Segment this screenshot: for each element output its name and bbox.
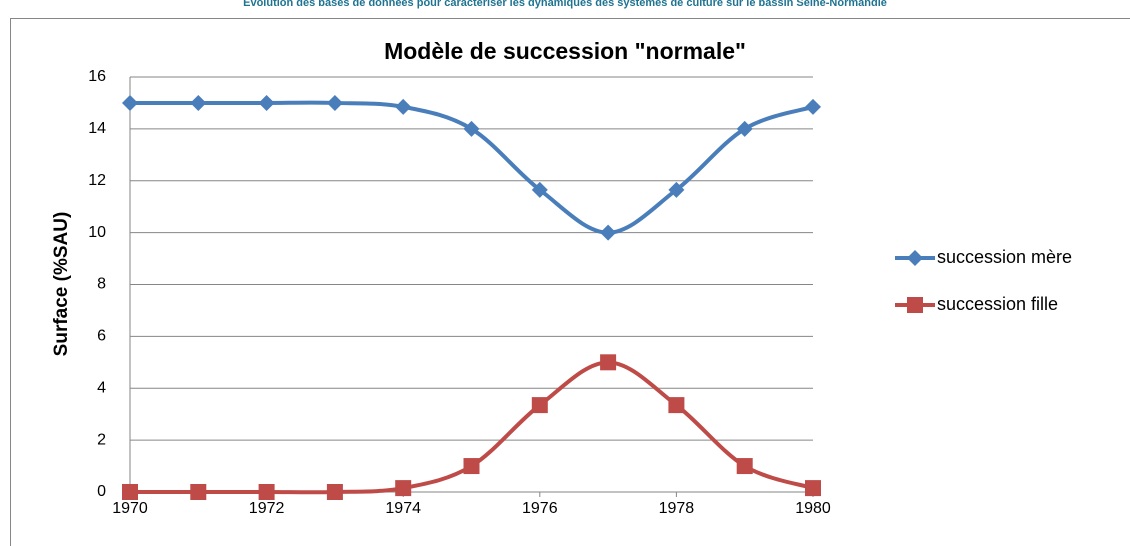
y-tick-label: 8: [97, 276, 106, 293]
data-point: [122, 484, 138, 500]
x-tick-label: 1980: [795, 500, 831, 517]
x-tick-label: 1970: [112, 500, 148, 517]
data-point: [531, 181, 548, 198]
chart-title: Modèle de succession "normale": [384, 38, 746, 64]
y-tick-label: 0: [97, 483, 106, 500]
data-point: [531, 397, 548, 414]
data-point: [600, 224, 617, 241]
y-tick-label: 12: [88, 172, 106, 189]
data-point: [395, 480, 412, 497]
data-point: [190, 94, 207, 111]
chart-frame: [10, 18, 1130, 546]
data-point: [805, 98, 821, 115]
y-tick-label: 14: [88, 120, 106, 137]
y-tick-label: 6: [97, 328, 106, 345]
data-point: [600, 354, 617, 371]
data-point: [190, 484, 207, 500]
x-tick-label: 1972: [249, 500, 285, 517]
y-tick-label: 16: [88, 68, 106, 85]
y-tick-label: 2: [97, 431, 106, 448]
data-point: [326, 484, 343, 500]
x-tick-label: 1978: [659, 500, 695, 517]
data-point: [395, 98, 412, 115]
data-point: [122, 94, 138, 111]
x-tick-label: 1974: [385, 500, 421, 517]
y-axis-label: Surface (%SAU): [51, 212, 72, 357]
data-point: [463, 120, 480, 137]
legend-label: succession fille: [937, 294, 1058, 314]
legend-marker: [907, 297, 923, 313]
data-point: [805, 480, 821, 497]
series-line: [129, 100, 814, 235]
data-point: [258, 484, 275, 500]
data-point: [463, 458, 480, 475]
data-point: [736, 458, 753, 475]
y-tick-label: 10: [88, 224, 106, 241]
legend-marker: [907, 250, 923, 266]
data-point: [258, 94, 275, 111]
page-header: Evolution des bases de données pour cara…: [243, 0, 887, 9]
y-tick-label: 4: [97, 379, 106, 396]
data-point: [736, 120, 753, 137]
data-point: [668, 181, 685, 198]
data-point: [326, 94, 343, 111]
x-tick-label: 1976: [522, 500, 558, 517]
legend-label: succession mère: [937, 247, 1072, 267]
data-point: [668, 397, 685, 414]
